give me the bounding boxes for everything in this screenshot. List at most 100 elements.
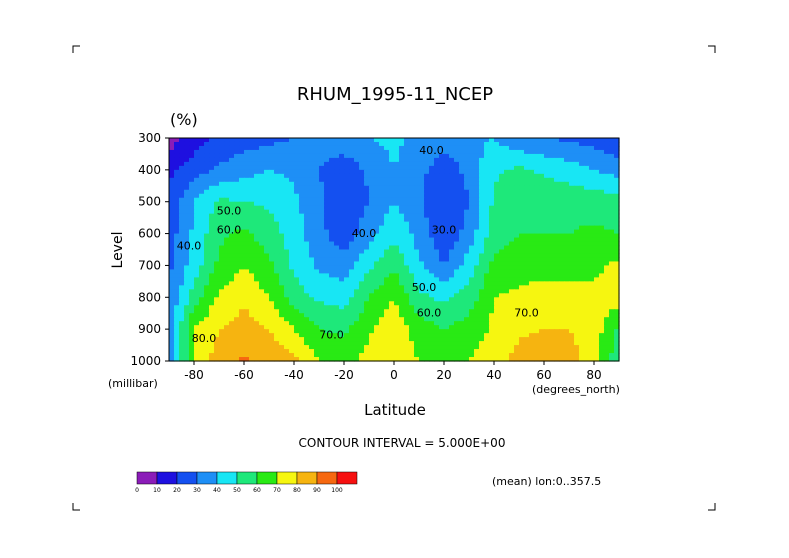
heatmap-cell bbox=[409, 173, 415, 179]
heatmap-cell bbox=[359, 301, 365, 306]
heatmap-cell bbox=[419, 297, 425, 302]
heatmap-cell bbox=[204, 345, 210, 350]
heatmap-cell bbox=[409, 181, 415, 187]
heatmap-cell bbox=[264, 257, 270, 263]
heatmap-cell bbox=[499, 213, 505, 219]
heatmap-cell bbox=[169, 345, 175, 350]
heatmap-cell bbox=[479, 209, 485, 215]
heatmap-cell bbox=[239, 357, 245, 362]
heatmap-cell bbox=[469, 309, 475, 314]
heatmap-cell bbox=[279, 329, 285, 334]
heatmap-cell bbox=[319, 341, 325, 346]
heatmap-cell bbox=[334, 349, 340, 354]
heatmap-cell bbox=[569, 193, 575, 199]
heatmap-cell bbox=[544, 161, 550, 167]
heatmap-cell bbox=[604, 337, 610, 342]
heatmap-cell bbox=[464, 233, 470, 239]
heatmap-cell bbox=[589, 257, 595, 263]
heatmap-cell bbox=[429, 313, 435, 318]
heatmap-cell bbox=[524, 225, 530, 231]
heatmap-cell bbox=[239, 341, 245, 346]
heatmap-cell bbox=[404, 281, 410, 286]
heatmap-cell bbox=[214, 217, 220, 223]
heatmap-cell bbox=[409, 317, 415, 322]
heatmap-cell bbox=[539, 265, 545, 271]
heatmap-cell bbox=[534, 153, 540, 159]
heatmap-cell bbox=[434, 329, 440, 334]
heatmap-cell bbox=[569, 241, 575, 247]
heatmap-cell bbox=[494, 253, 500, 259]
heatmap-cell bbox=[314, 221, 320, 227]
heatmap-cell bbox=[454, 245, 460, 251]
heatmap-cell bbox=[469, 301, 475, 306]
heatmap-cell bbox=[334, 305, 340, 310]
heatmap-cell bbox=[534, 245, 540, 251]
heatmap-cell bbox=[584, 177, 590, 183]
heatmap-cell bbox=[259, 341, 265, 346]
heatmap-cell bbox=[204, 325, 210, 330]
heatmap-cell bbox=[394, 301, 400, 306]
heatmap-cell bbox=[344, 341, 350, 346]
heatmap-cell bbox=[594, 205, 600, 211]
heatmap-cell bbox=[249, 281, 255, 286]
heatmap-cell bbox=[554, 337, 560, 342]
heatmap-cell bbox=[519, 269, 525, 274]
heatmap-cell bbox=[414, 138, 420, 143]
heatmap-cell bbox=[339, 325, 345, 330]
heatmap-cell bbox=[209, 201, 215, 207]
heatmap-cell bbox=[344, 169, 350, 175]
heatmap-cell bbox=[304, 185, 310, 191]
heatmap-cell bbox=[329, 317, 335, 322]
heatmap-cell bbox=[399, 269, 405, 274]
heatmap-cell bbox=[289, 181, 295, 187]
heatmap-cell bbox=[539, 337, 545, 342]
heatmap-cell bbox=[589, 138, 595, 143]
heatmap-cell bbox=[409, 213, 415, 219]
heatmap-cell bbox=[464, 221, 470, 227]
heatmap-cell bbox=[304, 193, 310, 199]
heatmap-cell bbox=[239, 293, 245, 298]
heatmap-cell bbox=[349, 265, 355, 271]
heatmap-cell bbox=[314, 153, 320, 159]
heatmap-cell bbox=[594, 138, 600, 143]
heatmap-cell bbox=[559, 161, 565, 167]
heatmap-cell bbox=[379, 197, 385, 203]
heatmap-cell bbox=[499, 225, 505, 231]
heatmap-cell bbox=[609, 153, 615, 159]
heatmap-cell bbox=[464, 241, 470, 247]
heatmap-cell bbox=[574, 313, 580, 318]
heatmap-cell bbox=[384, 173, 390, 179]
heatmap-cell bbox=[414, 201, 420, 207]
heatmap-cell bbox=[344, 237, 350, 243]
heatmap-cell bbox=[239, 153, 245, 159]
heatmap-cell bbox=[334, 261, 340, 267]
heatmap-cell bbox=[289, 353, 295, 358]
heatmap-cell bbox=[559, 165, 565, 171]
heatmap-cell bbox=[539, 257, 545, 263]
heatmap-cell bbox=[539, 185, 545, 191]
heatmap-cell bbox=[544, 185, 550, 191]
heatmap-cell bbox=[549, 169, 555, 175]
heatmap-cell bbox=[344, 197, 350, 203]
heatmap-cell bbox=[499, 141, 505, 147]
heatmap-cell bbox=[309, 181, 315, 187]
heatmap-cell bbox=[564, 181, 570, 187]
heatmap-cell bbox=[329, 241, 335, 247]
heatmap-cell bbox=[314, 309, 320, 314]
heatmap-cell bbox=[174, 337, 180, 342]
heatmap-cell bbox=[184, 169, 190, 175]
heatmap-cell bbox=[304, 297, 310, 302]
heatmap-cell bbox=[249, 305, 255, 310]
heatmap-cell bbox=[404, 138, 410, 143]
heatmap-cell bbox=[599, 261, 605, 267]
heatmap-cell bbox=[389, 317, 395, 322]
heatmap-cell bbox=[444, 333, 450, 338]
heatmap-cell bbox=[444, 341, 450, 346]
heatmap-cell bbox=[504, 325, 510, 330]
heatmap-cell bbox=[264, 241, 270, 247]
heatmap-cell bbox=[284, 341, 290, 346]
heatmap-cell bbox=[354, 193, 360, 199]
heatmap-cell bbox=[564, 325, 570, 330]
heatmap-cell bbox=[259, 157, 265, 163]
heatmap-cell bbox=[354, 217, 360, 223]
